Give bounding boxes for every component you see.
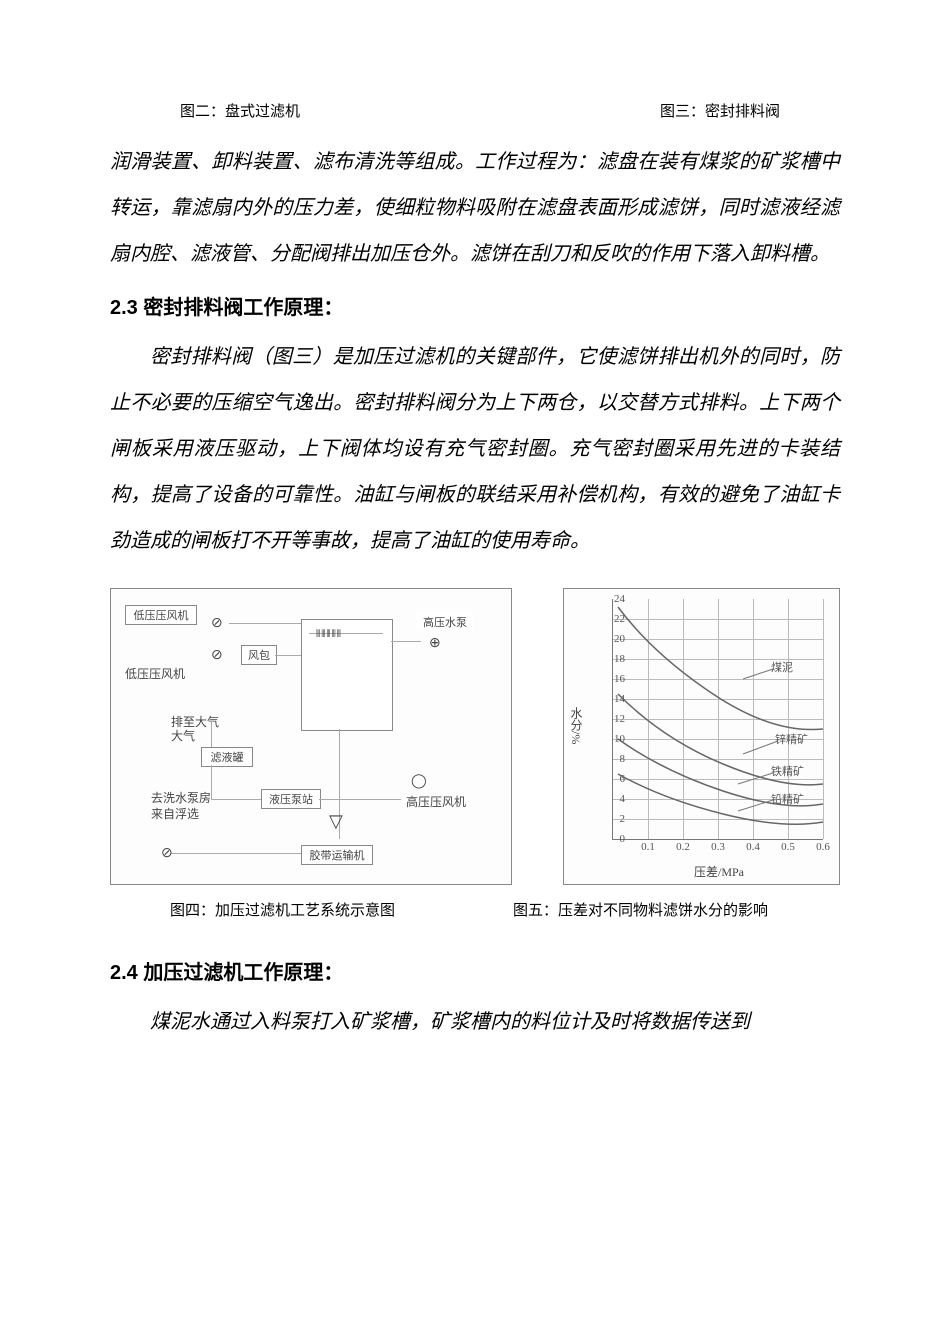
- ytick-0: 0: [601, 833, 625, 845]
- caption-fig4: 图四：加压过滤机工艺系统示意图: [110, 899, 395, 920]
- figure-process-diagram: 低压压风机 ⊘ ⊘ 风包 低压压风机 ⫴⫴⫴⫴⫴ 高压水泵 ⊕ 排至大气 大气 …: [110, 588, 512, 885]
- chart-plot-area: 煤泥 锌精矿 铁精矿 铅精矿: [612, 599, 823, 840]
- figures-row: 低压压风机 ⊘ ⊘ 风包 低压压风机 ⫴⫴⫴⫴⫴ 高压水泵 ⊕ 排至大气 大气 …: [110, 588, 840, 885]
- xtick-3: 0.4: [741, 841, 765, 853]
- paragraph-1: 润滑装置、卸料装置、滤布清洗等组成。工作过程为：滤盘在装有煤浆的矿浆槽中转运，靠…: [110, 139, 840, 277]
- curve-label-1: 锌精矿: [775, 731, 808, 747]
- curve-label-3: 铅精矿: [771, 791, 804, 807]
- ytick-9: 18: [601, 653, 625, 665]
- ytick-1: 2: [601, 813, 625, 825]
- caption-fig2: 图二：盘式过滤机: [180, 100, 300, 121]
- label-filtrate-tank: 滤液罐: [201, 747, 253, 767]
- ytick-5: 10: [601, 733, 625, 745]
- label-to-wash: 去洗水泵房: [151, 789, 211, 806]
- ytick-3: 6: [601, 773, 625, 785]
- xtick-4: 0.5: [776, 841, 800, 853]
- label-to-atm2: 大气: [171, 727, 195, 744]
- ytick-6: 12: [601, 713, 625, 725]
- ytick-7: 14: [601, 693, 625, 705]
- figure-chart: 水分/% 压差/MPa: [563, 588, 840, 885]
- hopper-icon: ▽: [329, 811, 343, 832]
- y-axis-label: 水分/%: [568, 707, 585, 744]
- paragraph-2: 密封排料阀（图三）是加压过滤机的关键部件，它使滤饼排出机外的同时，防止不必要的压…: [110, 334, 840, 564]
- drum-icon: ⊘: [161, 845, 173, 862]
- label-air-tank: 风包: [241, 645, 277, 665]
- label-low-fan-2: 低压压风机: [125, 665, 185, 682]
- heading-2-4: 2.4 加压过滤机工作原理：: [110, 956, 840, 985]
- top-caption-row: 图二：盘式过滤机 图三：密封排料阀: [110, 100, 840, 121]
- label-high-pump: 高压水泵: [416, 613, 474, 631]
- xtick-5: 0.6: [811, 841, 835, 853]
- ytick-2: 4: [601, 793, 625, 805]
- xtick-1: 0.2: [671, 841, 695, 853]
- label-high-fan: 高压压风机: [406, 793, 466, 810]
- x-axis-label: 压差/MPa: [694, 863, 744, 880]
- label-conveyor: 胶带运输机: [301, 845, 373, 865]
- label-from-float: 来自浮选: [151, 805, 199, 822]
- vessel-icon: [301, 619, 393, 731]
- vessel-top-icon: ⫴⫴⫴⫴⫴: [316, 629, 342, 640]
- curve-label-0: 煤泥: [771, 659, 793, 675]
- document-page: 图二：盘式过滤机 图三：密封排料阀 润滑装置、卸料装置、滤布清洗等组成。工作过程…: [0, 0, 950, 1119]
- fan-icon-2: ⊘: [211, 647, 223, 664]
- heading-2-3: 2.3 密封排料阀工作原理：: [110, 291, 840, 320]
- fan-icon-1: ⊘: [211, 615, 223, 632]
- curve-label-2: 铁精矿: [771, 763, 804, 779]
- ytick-10: 20: [601, 633, 625, 645]
- label-hyd-station: 液压泵站: [261, 789, 321, 809]
- paragraph-3: 煤泥水通过入料泵打入矿浆槽，矿浆槽内的料位计及时将数据传送到: [110, 999, 840, 1045]
- pump-icon: ⊕: [429, 635, 441, 652]
- ytick-4: 8: [601, 753, 625, 765]
- caption-fig3: 图三：密封排料阀: [660, 100, 780, 121]
- ytick-12: 24: [601, 593, 625, 605]
- ytick-11: 22: [601, 613, 625, 625]
- ytick-8: 16: [601, 673, 625, 685]
- mid-caption-row: 图四：加压过滤机工艺系统示意图 图五：压差对不同物料滤饼水分的影响: [110, 899, 840, 920]
- caption-fig5: 图五：压差对不同物料滤饼水分的影响: [395, 899, 768, 920]
- high-fan-icon: ◯: [411, 773, 427, 790]
- label-low-fan-1: 低压压风机: [125, 605, 197, 625]
- xtick-0: 0.1: [636, 841, 660, 853]
- xtick-2: 0.3: [706, 841, 730, 853]
